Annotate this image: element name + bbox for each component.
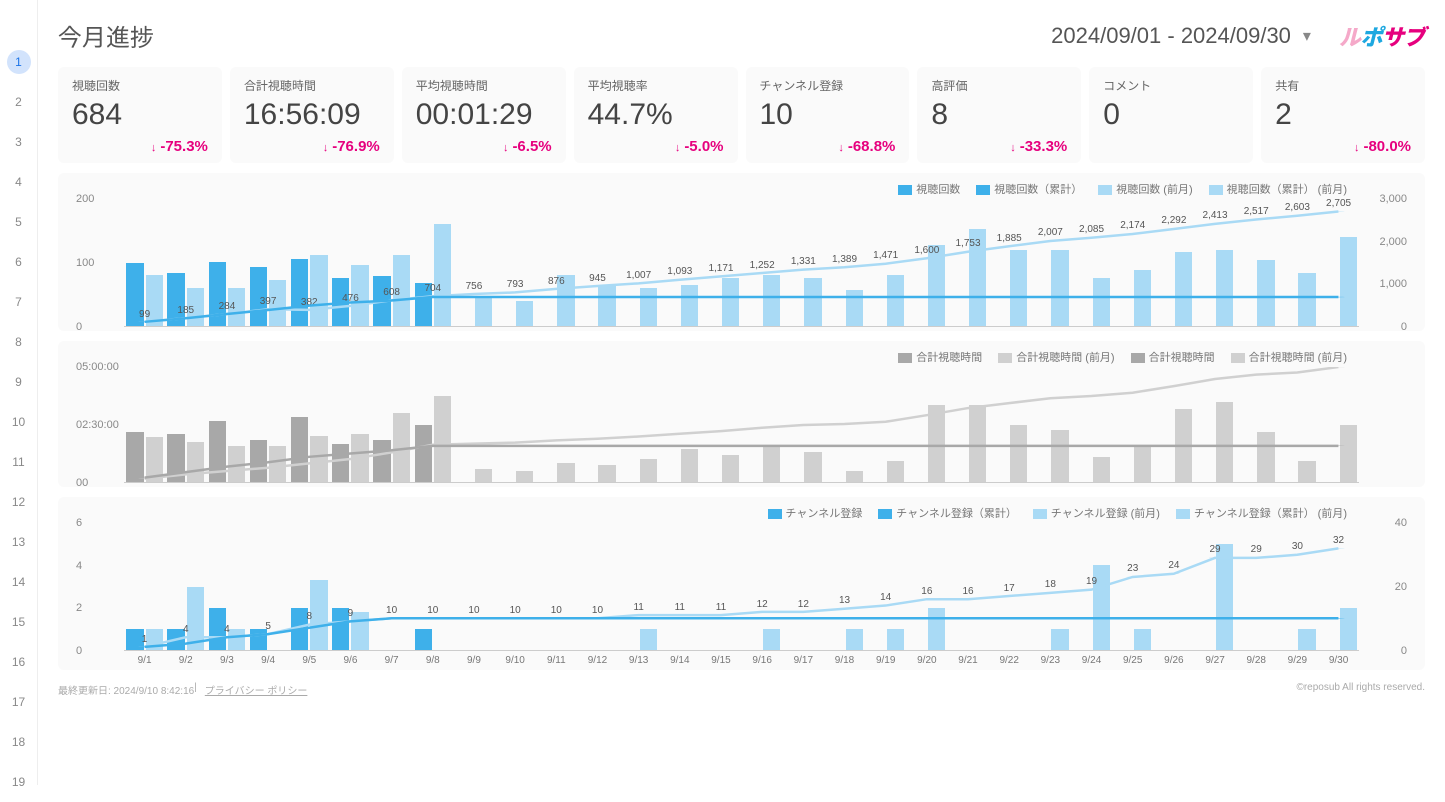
row-1[interactable]: 1 bbox=[7, 50, 31, 74]
last-updated: 最終更新日: 2024/9/10 8:42:16 bbox=[58, 682, 194, 697]
kpi-label: 共有 bbox=[1275, 77, 1411, 94]
kpi-delta: -75.3% bbox=[72, 138, 208, 155]
kpi-value: 684 bbox=[72, 98, 208, 132]
chart-views: 視聴回数 視聴回数（累計） 視聴回数 (前月) 視聴回数（累計） (前月) 99… bbox=[58, 173, 1425, 331]
row-12[interactable]: 12 bbox=[0, 482, 37, 522]
row-14[interactable]: 14 bbox=[0, 562, 37, 602]
chevron-down-icon[interactable]: ▾ bbox=[1303, 26, 1311, 46]
kpi-card[interactable]: 平均視聴時間 00:01:29 -6.5% bbox=[402, 67, 566, 163]
kpi-label: 平均視聴率 bbox=[588, 77, 724, 94]
kpi-card[interactable]: コメント0- bbox=[1089, 67, 1253, 163]
kpi-label: 平均視聴時間 bbox=[416, 77, 552, 94]
kpi-value: 10 bbox=[760, 98, 896, 132]
chart2-legend: 合計視聴時間 合計視聴時間 (前月) 合計視聴時間 合計視聴時間 (前月) bbox=[76, 347, 1407, 367]
footer: 最終更新日: 2024/9/10 8:42:16 | プライバシー ポリシー ©… bbox=[58, 680, 1425, 699]
date-range[interactable]: 2024/09/01 - 2024/09/30 bbox=[1051, 23, 1291, 49]
chart-watchtime: 合計視聴時間 合計視聴時間 (前月) 合計視聴時間 合計視聴時間 (前月) 05… bbox=[58, 341, 1425, 487]
chart3-legend: チャンネル登録 チャンネル登録（累計） チャンネル登録 (前月) チャンネル登録… bbox=[76, 503, 1407, 523]
kpi-delta: -6.5% bbox=[416, 138, 552, 155]
kpi-label: 視聴回数 bbox=[72, 77, 208, 94]
row-2[interactable]: 2 bbox=[0, 82, 37, 122]
kpi-delta: -5.0% bbox=[588, 138, 724, 155]
kpi-delta: -68.8% bbox=[760, 138, 896, 155]
row-7[interactable]: 7 bbox=[0, 282, 37, 322]
row-15[interactable]: 15 bbox=[0, 602, 37, 642]
copyright: ©reposub All rights reserved. bbox=[1296, 682, 1425, 697]
kpi-value: 44.7% bbox=[588, 98, 724, 132]
row-5[interactable]: 5 bbox=[0, 202, 37, 242]
kpi-value: 0 bbox=[1103, 98, 1239, 132]
row-nav: 12345678910111213141516171819 bbox=[0, 0, 38, 785]
row-17[interactable]: 17 bbox=[0, 682, 37, 722]
kpi-value: 2 bbox=[1275, 98, 1411, 132]
row-10[interactable]: 10 bbox=[0, 402, 37, 442]
row-13[interactable]: 13 bbox=[0, 522, 37, 562]
kpi-label: チャンネル登録 bbox=[760, 77, 896, 94]
row-19[interactable]: 19 bbox=[0, 762, 37, 802]
kpi-label: コメント bbox=[1103, 77, 1239, 94]
row-4[interactable]: 4 bbox=[0, 162, 37, 202]
kpi-value: 8 bbox=[931, 98, 1067, 132]
privacy-link[interactable]: プライバシー ポリシー bbox=[205, 682, 308, 697]
kpi-card[interactable]: 視聴回数 684 -75.3% bbox=[58, 67, 222, 163]
kpi-value: 00:01:29 bbox=[416, 98, 552, 132]
chart1-legend: 視聴回数 視聴回数（累計） 視聴回数 (前月) 視聴回数（累計） (前月) bbox=[76, 179, 1407, 199]
kpi-cards: 視聴回数 684 -75.3% 合計視聴時間 16:56:09 -76.9% 平均視聴時間 0… bbox=[58, 67, 1425, 163]
row-9[interactable]: 9 bbox=[0, 362, 37, 402]
kpi-value: 16:56:09 bbox=[244, 98, 380, 132]
kpi-label: 合計視聴時間 bbox=[244, 77, 380, 94]
kpi-card[interactable]: 共有 2 -80.0% bbox=[1261, 67, 1425, 163]
row-6[interactable]: 6 bbox=[0, 242, 37, 282]
kpi-card[interactable]: 平均視聴率 44.7% -5.0% bbox=[574, 67, 738, 163]
page-title: 今月進捗 bbox=[58, 18, 1051, 53]
row-11[interactable]: 11 bbox=[0, 442, 37, 482]
kpi-card[interactable]: 高評価 8 -33.3% bbox=[917, 67, 1081, 163]
logo: ルポサブ bbox=[1339, 20, 1425, 52]
kpi-card[interactable]: 合計視聴時間 16:56:09 -76.9% bbox=[230, 67, 394, 163]
row-16[interactable]: 16 bbox=[0, 642, 37, 682]
row-3[interactable]: 3 bbox=[0, 122, 37, 162]
kpi-card[interactable]: チャンネル登録 10 -68.8% bbox=[746, 67, 910, 163]
kpi-label: 高評価 bbox=[931, 77, 1067, 94]
chart-subs: チャンネル登録 チャンネル登録（累計） チャンネル登録 (前月) チャンネル登録… bbox=[58, 497, 1425, 670]
header: 今月進捗 2024/09/01 - 2024/09/30 ▾ ルポサブ bbox=[58, 18, 1425, 53]
kpi-delta: -33.3% bbox=[931, 138, 1067, 155]
row-18[interactable]: 18 bbox=[0, 722, 37, 762]
kpi-delta: -76.9% bbox=[244, 138, 380, 155]
kpi-delta: -80.0% bbox=[1275, 138, 1411, 155]
row-8[interactable]: 8 bbox=[0, 322, 37, 362]
